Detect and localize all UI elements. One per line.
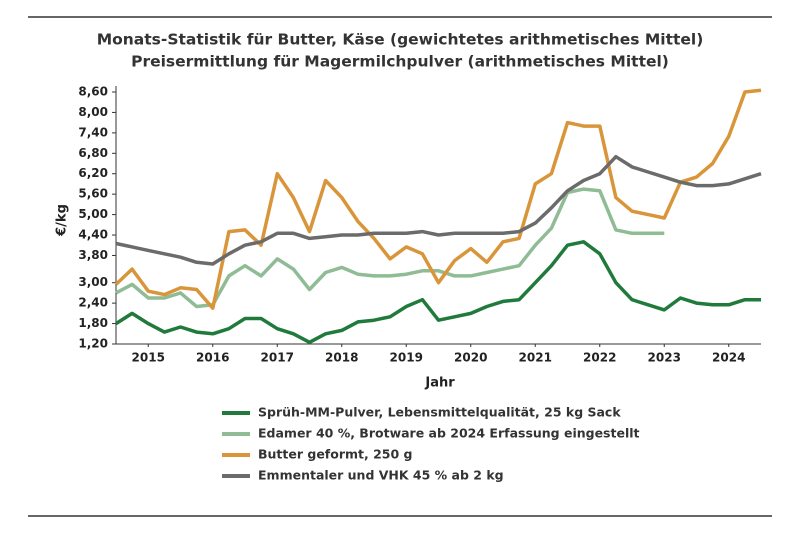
x-tick-label: 2021 xyxy=(519,351,552,365)
chart-title: Monats-Statistik für Butter, Käse (gewic… xyxy=(97,31,704,49)
y-tick-label: 4,40 xyxy=(78,228,108,242)
legend-label: Butter geformt, 250 g xyxy=(258,447,412,462)
y-tick-label: 1,80 xyxy=(78,316,108,330)
x-tick-label: 2024 xyxy=(712,351,745,365)
y-tick-label: 5,00 xyxy=(78,207,108,221)
y-axis-label: €/kg xyxy=(55,204,70,237)
legend-label: Emmentaler und VHK 45 % ab 2 kg xyxy=(258,468,504,483)
y-tick-label: 2,40 xyxy=(78,296,108,310)
chart-subtitle: Preisermittlung für Magermilchpulver (ar… xyxy=(131,53,669,71)
y-tick-label: 8,60 xyxy=(78,85,108,99)
series-line xyxy=(115,187,665,309)
series-line xyxy=(115,240,761,345)
legend-label: Edamer 40 %, Brotware ab 2024 Erfassung … xyxy=(258,426,640,441)
x-tick-label: 2020 xyxy=(454,351,487,365)
y-tick-label: 8,00 xyxy=(78,105,108,119)
y-tick-label: 5,60 xyxy=(78,187,108,201)
y-tick-label: 3,00 xyxy=(78,275,108,289)
y-tick-label: 3,80 xyxy=(78,248,108,262)
x-tick-label: 2018 xyxy=(325,351,358,365)
y-tick-label: 6,80 xyxy=(78,146,108,160)
x-tick-label: 2022 xyxy=(583,351,616,365)
series-line xyxy=(115,154,762,266)
x-axis-label: Jahr xyxy=(424,376,455,391)
x-tick-label: 2023 xyxy=(648,351,681,365)
y-tick-label: 6,20 xyxy=(78,166,108,180)
x-tick-label: 2015 xyxy=(132,351,165,365)
y-tick-label: 7,40 xyxy=(78,125,108,139)
x-tick-label: 2016 xyxy=(196,351,229,365)
x-tick-label: 2017 xyxy=(261,351,294,365)
x-tick-label: 2019 xyxy=(390,351,423,365)
legend-label: Sprüh-MM-Pulver, Lebensmittelqualität, 2… xyxy=(258,405,621,420)
series-line xyxy=(114,88,762,310)
y-tick-label: 1,20 xyxy=(78,337,108,351)
